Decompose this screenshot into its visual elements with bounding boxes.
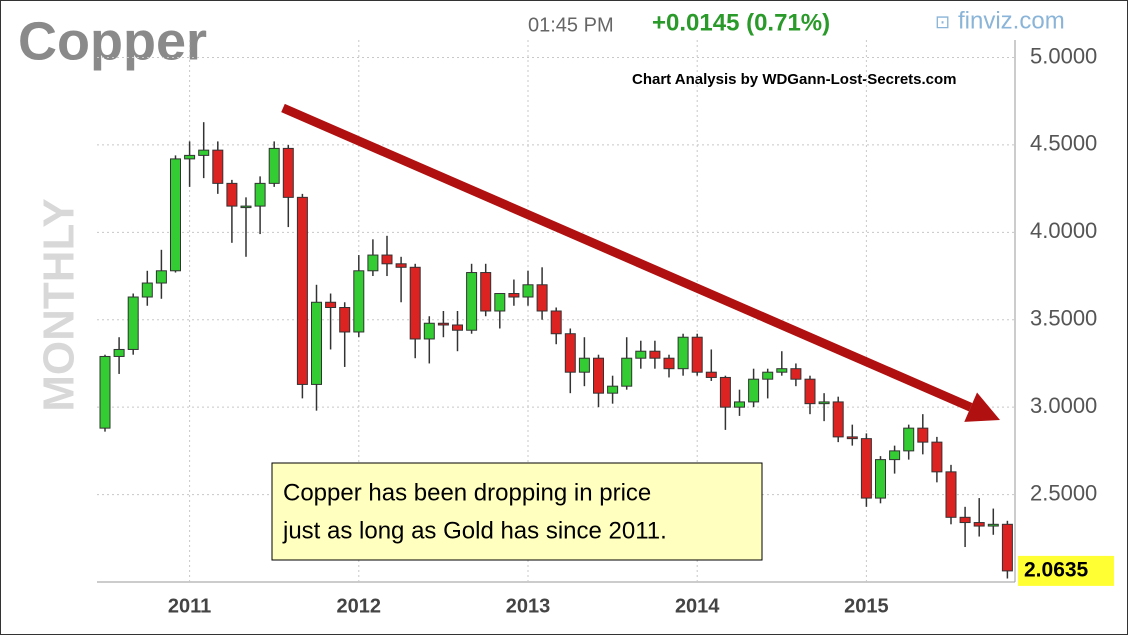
- candle-body: [635, 350, 647, 359]
- x-tick-label: 2011: [168, 595, 211, 617]
- candle-body: [846, 436, 858, 440]
- trend-arrow-head: [964, 392, 1000, 422]
- candle-body: [804, 378, 816, 405]
- source: finviz.com: [958, 7, 1065, 34]
- annotation-line: just as long as Gold has since 2011.: [282, 517, 667, 544]
- y-tick-label: 4.0000: [1030, 218, 1097, 243]
- candle-body: [973, 522, 985, 527]
- time: 01:45 PM: [528, 14, 614, 36]
- candle-body: [550, 310, 562, 335]
- candle-body: [339, 307, 351, 333]
- candle-body: [903, 427, 915, 452]
- candle-body: [875, 459, 886, 499]
- candle-body: [536, 284, 548, 312]
- y-tick-label: 4.5000: [1030, 131, 1097, 156]
- candle-body: [621, 357, 633, 387]
- subtitle: Chart Analysis by WDGann-Lost-Secrets.co…: [632, 71, 957, 88]
- candle-body: [466, 272, 478, 331]
- candle-body: [367, 254, 379, 272]
- candle-body: [691, 336, 703, 373]
- candle-body: [818, 401, 830, 405]
- candle-body: [593, 357, 604, 394]
- candle-body: [381, 254, 393, 265]
- candle-body: [1001, 523, 1013, 572]
- candle-body: [677, 336, 689, 370]
- y-tick-label: 5.0000: [1030, 43, 1097, 68]
- candle-body: [578, 357, 590, 373]
- x-tick-label: 2012: [337, 595, 382, 617]
- candle-body: [198, 149, 210, 156]
- candle-body: [564, 333, 576, 373]
- x-tick-label: 2015: [844, 595, 889, 617]
- candle-body: [959, 516, 971, 524]
- candle-body: [987, 523, 999, 527]
- source-icon: ⊡: [935, 12, 950, 32]
- candle-body: [860, 438, 872, 499]
- chart-title: Copper: [18, 11, 207, 71]
- candle-body: [748, 378, 760, 403]
- candle-body: [113, 348, 125, 357]
- candle-body: [99, 355, 111, 429]
- candle-body: [705, 371, 717, 378]
- candle-body: [409, 266, 421, 340]
- candle-body: [423, 322, 435, 340]
- x-tick-label: 2014: [675, 595, 720, 617]
- candle-body: [395, 263, 407, 268]
- last-price-box: [1018, 555, 1114, 586]
- change: +0.0145 (0.71%): [652, 9, 830, 36]
- candle-body: [931, 441, 943, 473]
- candle-body: [480, 272, 492, 312]
- candle-body: [734, 401, 745, 408]
- candle-body: [325, 301, 337, 309]
- y-tick-label: 2.5000: [1030, 480, 1097, 505]
- candle-body: [268, 147, 280, 184]
- candle-body: [311, 301, 322, 385]
- candle-body: [141, 282, 153, 298]
- candle-body: [607, 385, 619, 394]
- annotation-box: [271, 462, 763, 561]
- candle-body: [663, 357, 675, 370]
- candle-body: [127, 296, 139, 350]
- candle-body: [170, 158, 181, 272]
- candle-body: [212, 149, 224, 184]
- candle-body: [226, 182, 238, 207]
- period-label: MONTHLY: [35, 198, 84, 412]
- candle-body: [494, 293, 506, 312]
- candle-body: [296, 196, 308, 385]
- candle-body: [832, 401, 844, 438]
- candle-body: [452, 324, 463, 331]
- candle-body: [184, 154, 196, 160]
- candle-body: [353, 270, 365, 333]
- y-tick-label: 3.5000: [1030, 306, 1097, 331]
- candle-body: [762, 371, 774, 380]
- x-tick-label: 2013: [506, 595, 551, 617]
- y-tick-label: 3.0000: [1030, 393, 1097, 418]
- candle-body: [945, 471, 957, 518]
- candle-body: [282, 147, 294, 198]
- candle-body: [155, 270, 167, 284]
- annotation-line: Copper has been dropping in price: [283, 479, 651, 506]
- candle-body: [254, 182, 266, 207]
- candle-body: [889, 450, 901, 461]
- candle-body: [776, 368, 788, 373]
- candle-body: [437, 322, 449, 326]
- candle-body: [240, 205, 252, 209]
- candle-body: [719, 376, 731, 408]
- candle-body: [917, 427, 929, 443]
- candle-body: [508, 293, 520, 298]
- candle-body: [522, 284, 534, 298]
- candle-body: [790, 368, 802, 380]
- trend-arrow: [281, 103, 973, 412]
- last-price-label: 2.0635: [1024, 558, 1089, 581]
- candle-body: [649, 350, 661, 359]
